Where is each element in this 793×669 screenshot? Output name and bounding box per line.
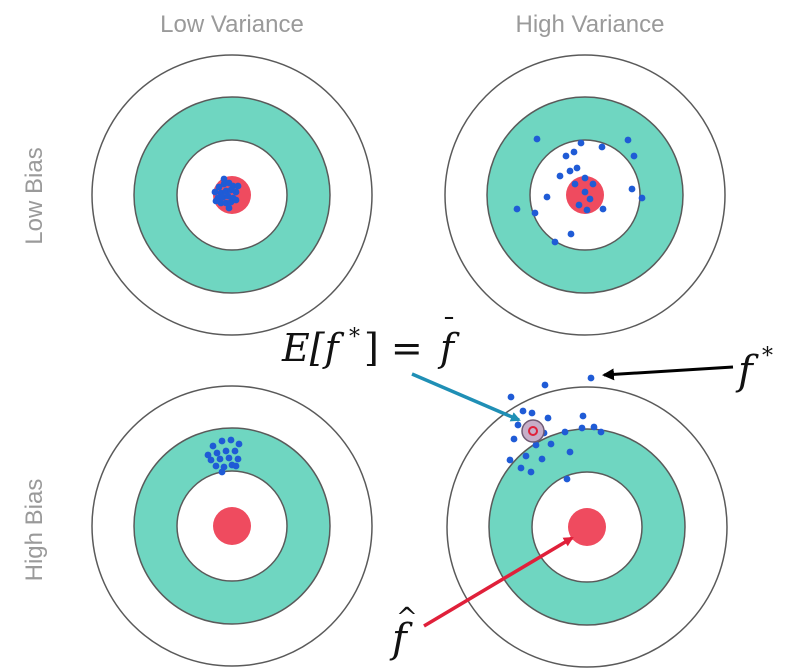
- prediction-dot: [583, 206, 591, 214]
- prediction-dot: [231, 447, 239, 455]
- f-hat-annotation: f ^: [389, 603, 418, 662]
- prediction-dot: [589, 180, 597, 188]
- prediction-dot: [227, 436, 235, 444]
- prediction-dot: [514, 421, 522, 429]
- f-star-arrow: [602, 365, 734, 381]
- prediction-dot: [630, 152, 638, 160]
- prediction-dot: [590, 423, 598, 431]
- prediction-dot: [563, 475, 571, 483]
- prediction-dot: [216, 455, 224, 463]
- prediction-dot: [586, 195, 594, 203]
- prediction-dot: [638, 194, 646, 202]
- row-label-low-bias: Low Bias: [21, 147, 48, 244]
- f-star-superscript: *: [762, 344, 773, 369]
- prediction-dots-low-bias-low-variance: [211, 175, 242, 212]
- prediction-dot: [628, 185, 636, 193]
- f-star-symbol: f: [735, 348, 759, 394]
- prediction-dot: [547, 440, 555, 448]
- prediction-dot: [533, 135, 541, 143]
- prediction-dot: [517, 464, 525, 472]
- f-hat-arrow: [423, 536, 574, 628]
- target-high-bias-high-variance: [446, 386, 728, 668]
- prediction-dot: [211, 188, 219, 196]
- prediction-dot: [510, 435, 518, 443]
- expectation-superscript: *: [349, 325, 360, 350]
- prediction-dots-high-bias-high-variance: [506, 374, 605, 483]
- column-label-high-variance: High Variance: [516, 11, 665, 38]
- bullseye: [568, 508, 606, 546]
- prediction-dot: [567, 230, 575, 238]
- prediction-dot: [538, 455, 546, 463]
- prediction-dot: [556, 172, 564, 180]
- row-label-high-bias: High Bias: [21, 479, 48, 582]
- prediction-dot: [506, 456, 514, 464]
- prediction-dot: [571, 180, 579, 188]
- prediction-dot: [522, 452, 530, 460]
- prediction-dot: [531, 209, 539, 217]
- prediction-dot: [213, 449, 221, 457]
- prediction-dot: [209, 442, 217, 450]
- prediction-dot: [204, 451, 212, 459]
- expectation-annotation: E[f * ] = f ¯: [281, 312, 460, 370]
- prediction-dot: [561, 428, 569, 436]
- prediction-dot: [218, 468, 226, 476]
- prediction-dot: [570, 148, 578, 156]
- prediction-dot: [566, 448, 574, 456]
- prediction-dot: [562, 152, 570, 160]
- prediction-dot: [587, 374, 595, 382]
- prediction-dot: [598, 143, 606, 151]
- prediction-dot: [225, 204, 233, 212]
- prediction-dot: [232, 196, 240, 204]
- prediction-dot: [218, 437, 226, 445]
- target-high-bias-low-variance: [91, 385, 373, 667]
- prediction-dot: [220, 175, 228, 183]
- f-bar-accent: ¯: [442, 312, 456, 345]
- prediction-dot: [532, 441, 540, 449]
- prediction-dot: [597, 428, 605, 436]
- prediction-dot: [551, 238, 559, 246]
- prediction-dot: [222, 447, 230, 455]
- prediction-dot: [544, 414, 552, 422]
- prediction-dot: [513, 205, 521, 213]
- f-hat-accent: ^: [396, 603, 418, 633]
- prediction-dot: [579, 412, 587, 420]
- prediction-dots-low-bias-high-variance: [513, 135, 646, 246]
- prediction-dot: [599, 205, 607, 213]
- prediction-dot: [528, 409, 536, 417]
- expectation-arrow: [411, 372, 521, 422]
- bullseye: [213, 507, 251, 545]
- prediction-dot: [232, 462, 240, 470]
- prediction-dot: [566, 167, 574, 175]
- prediction-dot: [541, 381, 549, 389]
- prediction-dot: [212, 462, 220, 470]
- prediction-dot: [212, 197, 220, 205]
- prediction-dot: [578, 424, 586, 432]
- prediction-dot: [232, 188, 240, 196]
- prediction-dot: [581, 174, 589, 182]
- prediction-dot: [519, 407, 527, 415]
- prediction-dot: [207, 456, 215, 464]
- prediction-dot: [507, 393, 515, 401]
- prediction-dots-high-bias-low-variance: [204, 436, 243, 476]
- prediction-dot: [234, 182, 242, 190]
- prediction-dot: [573, 164, 581, 172]
- expectation-middle: ] =: [364, 326, 423, 370]
- expectation-lhs: E[f: [281, 326, 345, 370]
- prediction-dot: [543, 193, 551, 201]
- column-label-low-variance: Low Variance: [160, 11, 304, 38]
- prediction-dot: [234, 455, 242, 463]
- prediction-dot: [581, 188, 589, 196]
- prediction-dot: [624, 136, 632, 144]
- f-star-annotation: f *: [735, 344, 773, 394]
- mean-prediction-marker: [521, 419, 545, 443]
- prediction-dot: [235, 440, 243, 448]
- prediction-dot: [575, 201, 583, 209]
- prediction-dot: [527, 468, 535, 476]
- prediction-dot: [577, 139, 585, 147]
- prediction-dot: [225, 454, 233, 462]
- prediction-dot: [215, 183, 223, 191]
